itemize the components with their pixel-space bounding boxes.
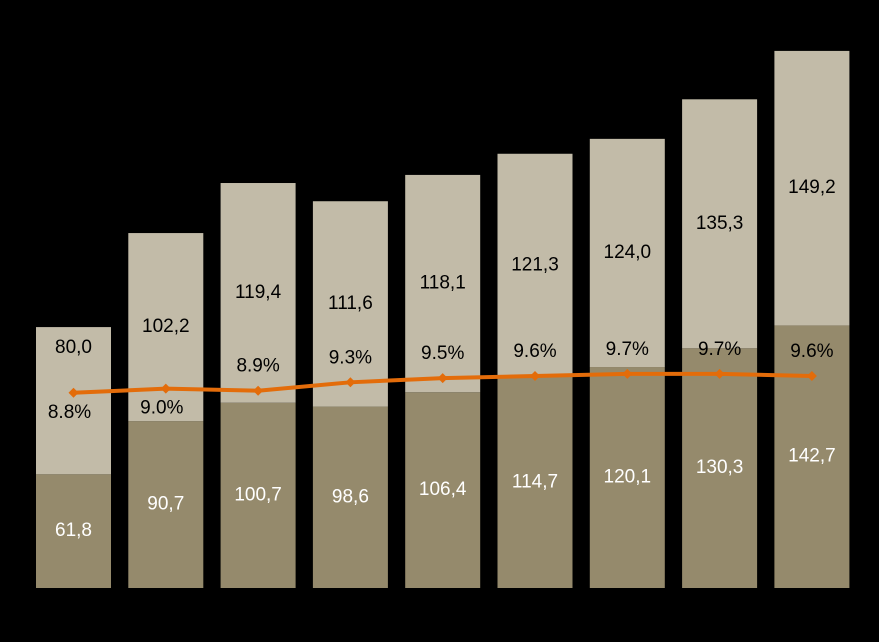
value-label: 114,7 [512, 471, 558, 492]
line-marker [530, 371, 540, 382]
bar-segment [312, 406, 388, 588]
line-marker [160, 383, 171, 394]
bar-segment [312, 201, 388, 407]
value-label: 61,8 [55, 520, 92, 541]
line-marker [622, 368, 633, 379]
percent-label: 9.7% [606, 339, 649, 360]
bar-segment [220, 402, 296, 588]
value-label: 135,3 [696, 213, 744, 234]
value-label: 119,4 [235, 282, 282, 303]
value-label: 124,0 [604, 242, 652, 263]
percent-label: 9.5% [421, 343, 464, 364]
bar-segment [682, 99, 758, 349]
value-label: 142,7 [788, 446, 836, 467]
value-label: 111,6 [328, 293, 373, 314]
percent-label: 9.6% [513, 341, 556, 362]
percent-label: 9.7% [698, 339, 741, 360]
percent-label: 9.6% [790, 341, 833, 362]
value-label: 120,1 [604, 467, 652, 488]
bar-segment [36, 474, 111, 588]
bar-segment [36, 327, 111, 475]
value-label: 130,3 [696, 457, 744, 478]
line-marker [253, 385, 264, 396]
percent-label: 9.0% [140, 398, 183, 419]
bar-segment [497, 153, 573, 377]
line-marker [437, 373, 448, 384]
bar-segment [128, 421, 204, 588]
bar-segment [220, 183, 296, 403]
value-label: 149,2 [788, 177, 836, 198]
bar-segment [774, 50, 850, 326]
line-marker [714, 368, 725, 379]
value-label: 102,2 [142, 316, 190, 337]
value-label: 98,6 [332, 486, 369, 507]
value-label: 121,3 [511, 254, 559, 275]
line-marker [806, 371, 817, 382]
bar-segment [589, 138, 665, 368]
percent-label: 8.8% [48, 402, 91, 423]
bar-segment [682, 348, 758, 588]
value-label: 106,4 [419, 479, 467, 500]
percent-label: 9.3% [329, 347, 372, 368]
bar-segment [589, 367, 665, 588]
line-marker [345, 377, 356, 388]
percent-label: 8.9% [236, 356, 279, 377]
value-label: 80,0 [55, 337, 92, 358]
value-label: 90,7 [147, 494, 184, 515]
bar-segment [405, 392, 481, 588]
value-label: 100,7 [234, 484, 282, 505]
bar-segment [497, 376, 573, 588]
value-label: 118,1 [420, 273, 466, 294]
bar-segment [405, 174, 481, 393]
line-marker [68, 387, 79, 398]
bar-segment [774, 325, 850, 588]
